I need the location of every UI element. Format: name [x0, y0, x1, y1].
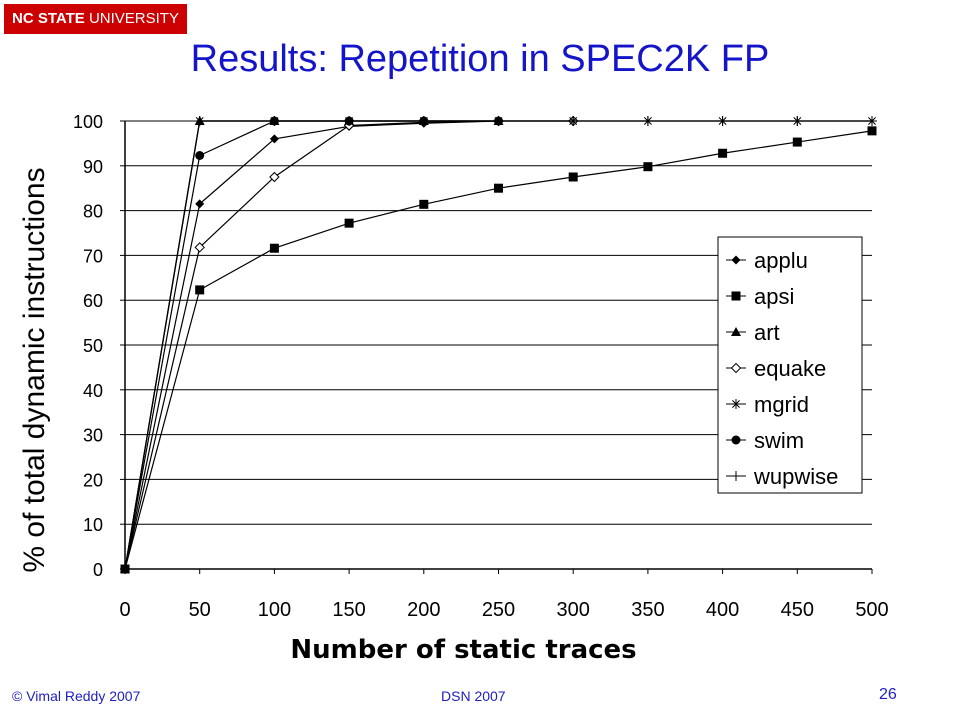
data-point-apsi — [643, 162, 653, 172]
data-point-wupwise — [642, 116, 653, 126]
legend-marker-apsi — [731, 291, 741, 301]
y-tick-label: 30 — [83, 426, 103, 446]
y-tick-label: 90 — [83, 157, 103, 177]
legend-label-equake: equake — [754, 356, 826, 381]
legend-label-art: art — [754, 320, 780, 345]
page-number: 26 — [879, 686, 897, 703]
x-tick-label: 250 — [482, 599, 515, 621]
data-point-apsi — [419, 199, 429, 209]
footer-copyright: © Vimal Reddy 2007 — [12, 688, 141, 704]
legend-label-wupwise: wupwise — [753, 464, 838, 489]
legend-marker-art — [731, 327, 741, 336]
data-point-wupwise — [418, 116, 429, 126]
legend-marker-equake — [730, 362, 742, 374]
data-point-equake — [269, 171, 280, 183]
series-apsi — [120, 126, 877, 574]
badge-bold-text: NC STATE — [12, 10, 85, 27]
legend-marker-mgrid — [731, 399, 741, 409]
x-tick-label: 200 — [407, 599, 440, 621]
legend: applu apsi art equake mgrid swim wupwise — [717, 236, 863, 494]
x-tick-label: 150 — [332, 599, 365, 621]
data-point-wupwise — [867, 116, 877, 126]
x-tick-label: 500 — [855, 599, 888, 621]
data-point-apsi — [792, 137, 802, 147]
y-tick-label: 100 — [73, 112, 103, 132]
data-point-wupwise — [792, 116, 803, 126]
university-badge: NC STATE UNIVERSITY — [4, 4, 187, 34]
y-tick-label: 60 — [83, 291, 103, 311]
legend-box — [717, 236, 863, 494]
data-point-wupwise — [493, 116, 504, 126]
data-point-wupwise — [269, 116, 280, 126]
y-tick-label: 40 — [83, 381, 103, 401]
data-point-apsi — [195, 285, 205, 295]
legend-label-swim: swim — [754, 428, 804, 453]
legend-label-applu: applu — [754, 248, 808, 273]
data-point-apsi — [344, 218, 354, 228]
legend-marker-wupwise — [731, 471, 741, 481]
data-point-applu — [269, 134, 279, 144]
x-tick-label: 350 — [631, 599, 664, 621]
data-point-apsi — [867, 126, 877, 136]
badge-rest-text: UNIVERSITY — [84, 10, 179, 27]
data-point-swim — [195, 150, 205, 160]
y-axis-label: % of total dynamic instructions — [18, 167, 51, 572]
series-wupwise — [120, 116, 877, 574]
footer-conference: DSN 2007 — [441, 688, 506, 704]
x-tick-label: 100 — [258, 599, 291, 621]
y-tick-label: 0 — [93, 560, 103, 580]
legend-marker-swim — [731, 435, 741, 445]
slide-title: Results: Repetition in SPEC2K FP — [190, 38, 770, 80]
data-point-applu — [195, 199, 205, 209]
data-point-wupwise — [194, 116, 205, 126]
data-point-wupwise — [344, 116, 355, 126]
x-tick-label: 300 — [557, 599, 590, 621]
series-line-applu — [124, 120, 499, 570]
legend-label-mgrid: mgrid — [754, 392, 809, 417]
data-point-wupwise — [120, 564, 130, 574]
data-point-wupwise — [568, 116, 579, 126]
y-tick-label: 70 — [83, 246, 103, 266]
data-point-apsi — [718, 148, 728, 158]
y-tick-label: 10 — [83, 515, 103, 535]
data-point-equake — [194, 242, 205, 253]
y-tick-label: 50 — [83, 336, 103, 356]
y-tick-label: 80 — [83, 202, 103, 222]
x-tick-label: 400 — [706, 599, 739, 621]
legend-label-apsi: apsi — [754, 284, 794, 309]
x-tick-label: 50 — [189, 599, 211, 621]
legend-marker-applu — [731, 255, 741, 265]
data-point-apsi — [568, 172, 578, 182]
data-point-apsi — [494, 183, 503, 193]
x-tick-label: 0 — [119, 599, 130, 621]
data-point-wupwise — [717, 116, 728, 126]
x-axis-label: Number of static traces — [290, 635, 636, 665]
data-point-apsi — [269, 243, 279, 253]
x-tick-label: 450 — [781, 599, 814, 621]
y-tick-label: 20 — [83, 470, 103, 490]
